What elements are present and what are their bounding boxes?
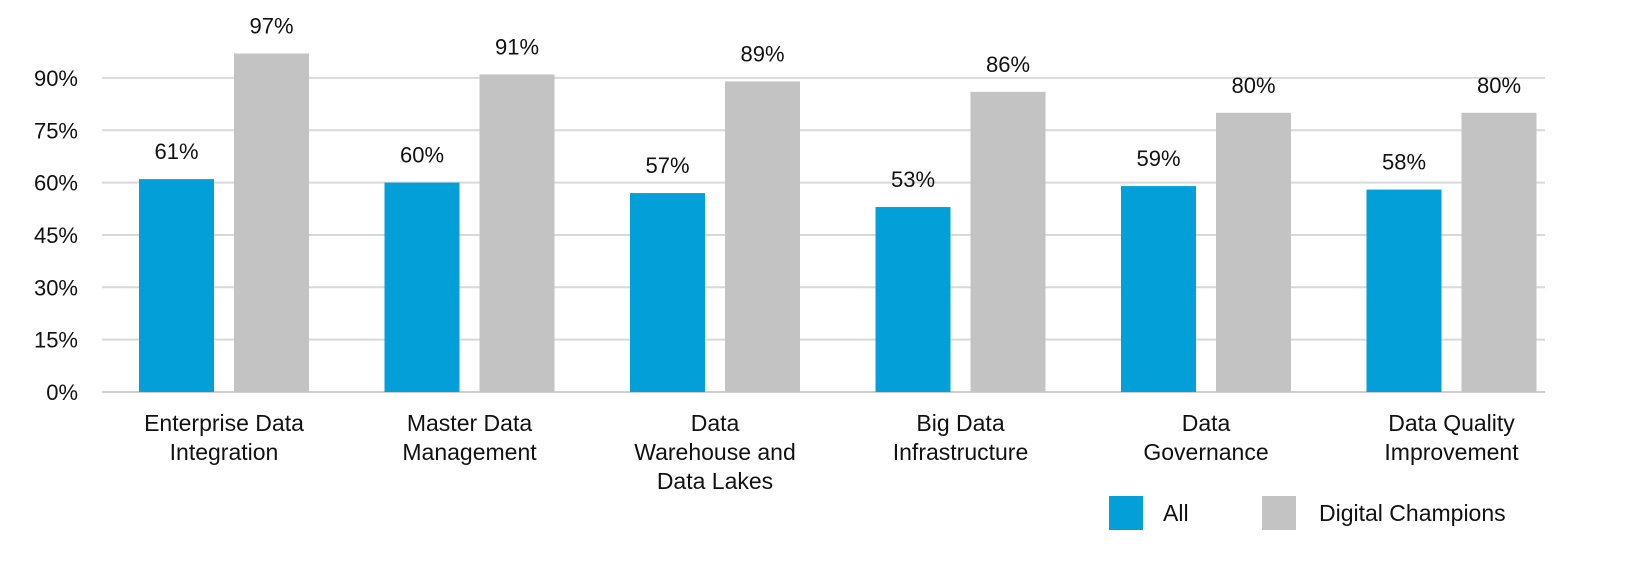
y-tick-label: 90% xyxy=(34,66,78,91)
data-label: 60% xyxy=(400,143,444,168)
y-tick-label: 60% xyxy=(34,171,78,196)
y-tick-label: 0% xyxy=(46,380,78,405)
x-category-label: Master Data xyxy=(407,410,532,436)
x-category-label: Data xyxy=(1182,410,1231,436)
y-tick-label: 75% xyxy=(34,118,78,143)
x-category-label: Data Lakes xyxy=(657,468,773,494)
legend-swatch-all xyxy=(1109,496,1143,530)
x-category-label: Infrastructure xyxy=(893,439,1029,465)
data-label: 89% xyxy=(740,41,784,66)
data-label: 58% xyxy=(1382,150,1426,175)
data-label: 80% xyxy=(1231,73,1275,98)
data-label: 59% xyxy=(1136,146,1180,171)
x-category-label: Improvement xyxy=(1384,439,1519,465)
bar-all xyxy=(1121,186,1196,392)
y-tick-label: 30% xyxy=(34,275,78,300)
legend-label-all: All xyxy=(1163,500,1189,526)
x-category-label: Management xyxy=(402,439,537,465)
bar-all xyxy=(630,193,705,392)
x-category-label: Big Data xyxy=(916,410,1004,436)
data-label: 53% xyxy=(891,167,935,192)
x-category-label: Warehouse and xyxy=(634,439,796,465)
bar-all xyxy=(1366,189,1442,392)
y-tick-label: 45% xyxy=(34,223,78,248)
bar-digital-champions xyxy=(725,81,800,392)
bar-all xyxy=(875,207,951,392)
x-category-label: Integration xyxy=(170,439,279,465)
bar-digital-champions xyxy=(479,74,555,392)
data-label: 61% xyxy=(154,139,198,164)
legend-swatch-digital-champions xyxy=(1262,496,1296,530)
bar-digital-champions xyxy=(234,53,309,392)
data-label: 86% xyxy=(986,52,1030,77)
data-label: 80% xyxy=(1477,73,1521,98)
bar-digital-champions xyxy=(1461,112,1537,393)
x-category-label: Data xyxy=(691,410,740,436)
x-category-label: Governance xyxy=(1143,439,1268,465)
y-tick-label: 15% xyxy=(34,328,78,353)
bar-all xyxy=(139,179,214,392)
x-category-label: Enterprise Data xyxy=(144,410,304,436)
legend-label-digital-champions: Digital Champions xyxy=(1319,500,1506,526)
x-category-label: Data Quality xyxy=(1388,410,1515,436)
bar-digital-champions xyxy=(1216,112,1291,393)
bar-digital-champions xyxy=(970,91,1046,393)
data-label: 57% xyxy=(645,153,689,178)
data-label: 91% xyxy=(495,34,539,59)
bar-all xyxy=(384,182,460,392)
data-label: 97% xyxy=(249,13,293,38)
